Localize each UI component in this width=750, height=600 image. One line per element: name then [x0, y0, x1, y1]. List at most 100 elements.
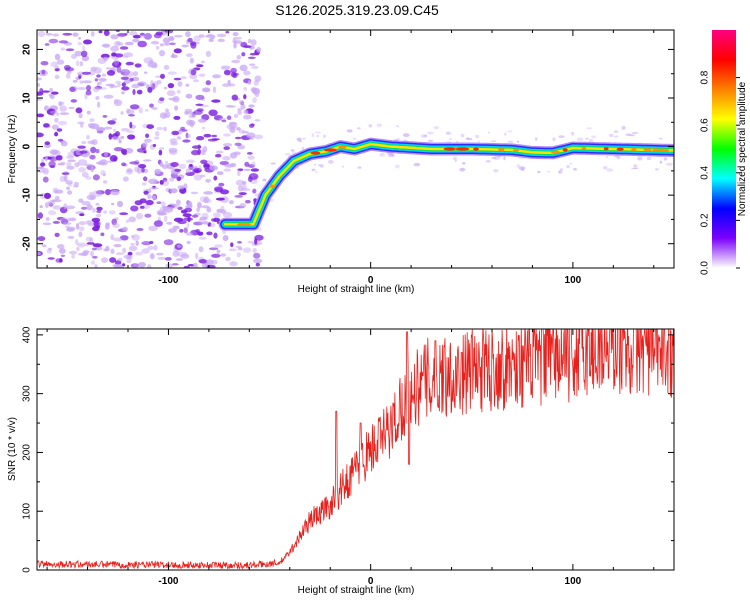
speckle-mark — [110, 189, 120, 196]
speckle-mark — [66, 155, 75, 159]
snr-frame — [36, 328, 675, 571]
speckle-mark — [185, 168, 191, 174]
speckle-mark — [128, 216, 136, 223]
speckle-mark — [323, 134, 326, 138]
speckle-mark — [61, 172, 70, 175]
speckle-mark — [576, 137, 584, 142]
speckle-mark — [128, 31, 138, 36]
speckle-mark — [180, 253, 190, 259]
speckle-mark — [629, 134, 635, 137]
speckle-mark — [109, 155, 118, 162]
speckle-mark — [90, 165, 94, 173]
speckle-mark — [535, 138, 538, 142]
speckle-mark — [192, 262, 198, 267]
ridge-peak — [338, 145, 347, 149]
speckle-mark — [606, 168, 614, 172]
speckle-mark — [73, 185, 79, 188]
speckle-mark — [252, 97, 257, 104]
speckle-mark — [234, 195, 243, 198]
y-tick-label: 200 — [22, 444, 33, 461]
speckle-mark — [208, 38, 214, 42]
speckle-mark — [94, 264, 98, 268]
colorbar-tick-label: 0.0 — [700, 261, 711, 275]
speckle-mark — [395, 164, 400, 169]
speckle-mark — [54, 68, 60, 72]
speckle-mark — [209, 165, 218, 171]
speckle-mark — [196, 64, 204, 68]
snr-panel: -100 0 100 0 100 200 300 400 Height of straight… — [7, 326, 675, 596]
speckle-mark — [115, 252, 125, 256]
speckle-mark — [113, 99, 123, 107]
speckle-mark — [78, 113, 83, 119]
speckle-mark — [195, 94, 205, 100]
speckle-mark — [40, 162, 46, 167]
speckle-mark — [86, 204, 93, 211]
speckle-mark — [357, 127, 361, 130]
speckle-mark — [136, 81, 147, 87]
speckle-mark — [63, 175, 68, 182]
speckle-mark — [144, 138, 152, 143]
speckle-mark — [227, 79, 231, 85]
ridge-peak — [443, 147, 456, 151]
speckle-mark — [239, 202, 247, 209]
speckle-mark — [143, 150, 147, 154]
speckle-mark — [114, 53, 124, 58]
speckle-mark — [186, 240, 191, 245]
speckle-mark — [163, 126, 167, 132]
speckle-mark — [658, 137, 663, 140]
speckle-mark — [65, 180, 73, 185]
speckle-mark — [141, 241, 152, 246]
speckle-mark — [63, 64, 71, 71]
speckle-mark — [169, 138, 178, 144]
speckle-mark — [616, 155, 621, 160]
speckle-mark — [222, 83, 232, 87]
speckle-mark — [96, 210, 102, 214]
speckle-mark — [174, 168, 182, 172]
speckle-mark — [198, 73, 206, 77]
speckle-mark — [83, 39, 92, 45]
colorbar-tick-label: 0.2 — [700, 213, 711, 227]
speckle-mark — [614, 130, 618, 133]
speckle-mark — [103, 210, 108, 214]
speckle-mark — [296, 137, 302, 141]
speckle-mark — [169, 42, 176, 46]
ridge-peak — [551, 150, 560, 154]
speckle-mark — [248, 104, 255, 108]
speckle-mark — [85, 85, 92, 91]
speckle-mark — [198, 165, 202, 171]
speckle-mark — [54, 53, 61, 61]
speckle-mark — [145, 199, 154, 206]
speckle-mark — [89, 118, 95, 123]
speckle-mark — [243, 45, 252, 48]
speckle-mark — [246, 132, 256, 139]
speckle-mark — [135, 240, 139, 246]
speckle-mark — [201, 126, 206, 130]
speckle-mark — [67, 151, 76, 157]
speckle-mark — [37, 83, 41, 87]
speckle-mark — [87, 140, 96, 145]
speckle-mark — [116, 200, 124, 208]
x-tick-label: -100 — [158, 275, 178, 286]
speckle-mark — [609, 133, 614, 137]
speckle-mark — [171, 263, 179, 266]
speckle-mark — [212, 86, 217, 93]
speckle-mark — [169, 188, 178, 194]
speckle-mark — [77, 242, 86, 248]
speckle-mark — [173, 77, 182, 81]
speckle-mark — [198, 246, 204, 253]
speckle-mark — [121, 91, 125, 95]
speckle-mark — [51, 124, 59, 130]
speckle-mark — [65, 73, 71, 79]
speckle-mark — [237, 241, 242, 244]
speckle-mark — [70, 99, 78, 103]
speckle-mark — [233, 113, 239, 118]
speckle-mark — [170, 204, 181, 209]
speckle-mark — [103, 30, 110, 37]
speckle-mark — [205, 50, 212, 58]
speckle-mark — [67, 71, 72, 74]
speckle-mark — [172, 225, 180, 230]
speckle-mark — [134, 63, 142, 68]
speckle-mark — [220, 209, 227, 215]
speckle-mark — [179, 228, 184, 233]
